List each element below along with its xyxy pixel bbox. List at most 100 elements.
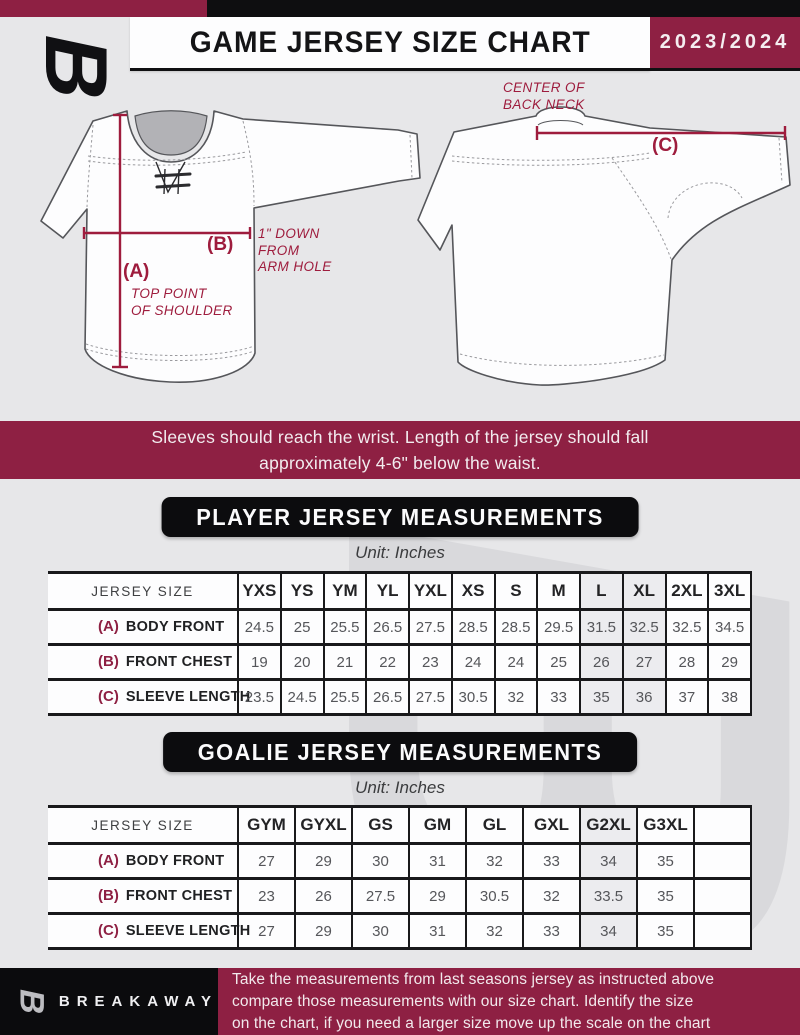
size-column-header: L bbox=[579, 572, 624, 610]
footer-instructions: Take the measurements from last seasons … bbox=[218, 968, 800, 1035]
size-column-header: GL bbox=[465, 806, 524, 844]
top-accent-strip-black bbox=[207, 0, 800, 17]
measurement-value-cell: 24 bbox=[493, 644, 539, 680]
front-jersey-drawing bbox=[40, 110, 421, 383]
size-column-header: G3XL bbox=[636, 806, 695, 844]
size-column-header bbox=[693, 806, 752, 844]
measurement-value-cell: 29.5 bbox=[536, 609, 581, 645]
measurement-key: (C) bbox=[98, 688, 119, 705]
measurement-value-cell: 23 bbox=[408, 644, 453, 680]
measurement-value-cell: 24.5 bbox=[279, 679, 325, 715]
season-badge: 2023/2024 bbox=[650, 17, 800, 71]
size-column-header: GXL bbox=[522, 806, 581, 844]
label-c: (C) bbox=[652, 135, 679, 156]
size-column-header: 2XL bbox=[664, 572, 710, 610]
measurement-value-cell: 34.5 bbox=[707, 609, 752, 645]
measurement-value-cell: 29 bbox=[408, 878, 467, 914]
measurement-value-cell: 22 bbox=[365, 644, 410, 680]
back-jersey-drawing bbox=[417, 106, 791, 386]
measurement-name: SLEEVE LENGTH bbox=[125, 689, 251, 705]
measurement-name: BODY FRONT bbox=[125, 853, 225, 869]
measurement-value-cell: 27.5 bbox=[351, 878, 410, 914]
measurement-value-cell: 38 bbox=[707, 679, 752, 715]
size-column-header: YS bbox=[279, 572, 325, 610]
measurement-value-cell: 32.5 bbox=[664, 609, 710, 645]
measurement-name: BODY FRONT bbox=[125, 619, 225, 635]
measurement-value-cell: 28.5 bbox=[493, 609, 539, 645]
jersey-diagrams bbox=[40, 106, 791, 386]
measurement-value-cell: 33 bbox=[522, 913, 581, 949]
measurement-value-cell: 26 bbox=[579, 644, 624, 680]
measurement-row-label: (A) BODY FRONT bbox=[48, 843, 238, 879]
measurement-value-cell: 29 bbox=[707, 644, 752, 680]
measurement-value-cell: 35 bbox=[579, 679, 624, 715]
season-label: 2023/2024 bbox=[659, 31, 791, 53]
measurement-row-label: (C) SLEEVE LENGTH bbox=[48, 679, 250, 715]
fit-instruction-banner: Sleeves should reach the wrist. Length o… bbox=[0, 421, 800, 479]
footer-line-3: on the chart, if you need a larger size … bbox=[232, 1014, 711, 1032]
measurement-value-cell: 24.5 bbox=[237, 609, 282, 645]
measurement-value-cell: 23 bbox=[237, 878, 296, 914]
jersey-size-corner-header: JERSEY SIZE bbox=[48, 806, 238, 844]
measurement-row-label: (B) FRONT CHEST bbox=[48, 878, 238, 914]
measurement-value-cell: 21 bbox=[322, 644, 368, 680]
size-column-header: YXS bbox=[237, 572, 282, 610]
measurement-value-cell: 35 bbox=[636, 878, 695, 914]
measurement-value-cell: 33.5 bbox=[579, 878, 638, 914]
measurement-value-cell bbox=[693, 878, 752, 914]
measurement-value-cell: 37 bbox=[664, 679, 710, 715]
measurement-row: (C) SLEEVE LENGTH 23.5 24.5 25.5 26.5 27.5 30.5… bbox=[48, 679, 752, 715]
size-column-header: YXL bbox=[408, 572, 453, 610]
jersey-size-corner-header: JERSEY SIZE bbox=[48, 572, 238, 610]
goalie-measurements-table: JERSEY SIZE GYM GYXL GS GM GL GXL G2XL G3XL (A) BO… bbox=[48, 805, 752, 950]
measurement-name: FRONT CHEST bbox=[125, 888, 233, 904]
label-a: (A) bbox=[123, 261, 150, 282]
measurement-value-cell: 27 bbox=[237, 843, 296, 879]
note-top-point-of-shoulder: TOP POINT OF SHOULDER bbox=[131, 286, 233, 318]
measurement-row: (A) BODY FRONT 27 29 30 31 32 33 34 35 bbox=[48, 843, 752, 879]
measurement-value-cell: 33 bbox=[536, 679, 581, 715]
goalie-section-title: GOALIE JERSEY MEASUREMENTS bbox=[197, 738, 603, 765]
size-column-header: 3XL bbox=[707, 572, 752, 610]
size-column-header: GYM bbox=[237, 806, 296, 844]
footer-brand-box: B BREAKAWAY bbox=[0, 968, 218, 1035]
measurement-value-cell: 27.5 bbox=[408, 609, 453, 645]
measurement-value-cell: 23.5 bbox=[237, 679, 282, 715]
player-measurements-table: JERSEY SIZE YXS YS YM YL YXL XS S M L XL 2XL 3XL (A) B… bbox=[48, 571, 752, 716]
measurement-key: (B) bbox=[98, 887, 119, 904]
measurement-value-cell: 26.5 bbox=[365, 609, 410, 645]
note-one-inch-down-from-armhole: 1" DOWN FROM ARM HOLE bbox=[258, 226, 332, 274]
measurement-value-cell: 31 bbox=[408, 843, 467, 879]
goalie-unit-label: Unit: Inches bbox=[355, 778, 445, 797]
measurement-value-cell: 29 bbox=[294, 843, 353, 879]
measurement-value-cell: 34 bbox=[579, 913, 638, 949]
measurement-line-b bbox=[82, 227, 252, 239]
measurement-value-cell bbox=[693, 913, 752, 949]
player-section-header: PLAYER JERSEY MEASUREMENTS bbox=[161, 497, 639, 537]
size-column-header: GM bbox=[408, 806, 467, 844]
measurement-value-cell: 25 bbox=[279, 609, 325, 645]
measurement-key: (A) bbox=[98, 852, 119, 869]
page-title: GAME JERSEY SIZE CHART bbox=[189, 25, 591, 59]
size-column-header: M bbox=[536, 572, 581, 610]
footer-line-1: Take the measurements from last seasons … bbox=[232, 970, 715, 988]
measurement-value-cell: 30 bbox=[351, 843, 410, 879]
measurement-key: (C) bbox=[98, 922, 119, 939]
measurement-value-cell: 32 bbox=[465, 843, 524, 879]
measurement-key: (A) bbox=[98, 618, 119, 635]
measurement-value-cell: 30.5 bbox=[465, 878, 524, 914]
measurement-value-cell: 33 bbox=[522, 843, 581, 879]
measurement-row-label: (C) SLEEVE LENGTH bbox=[48, 913, 250, 949]
measurement-value-cell: 34 bbox=[579, 843, 638, 879]
page-title-box: GAME JERSEY SIZE CHART bbox=[130, 17, 650, 71]
size-column-header: YM bbox=[322, 572, 368, 610]
size-column-header: GYXL bbox=[294, 806, 353, 844]
measurement-value-cell: 29 bbox=[294, 913, 353, 949]
size-column-header: G2XL bbox=[579, 806, 638, 844]
measurement-value-cell: 20 bbox=[279, 644, 325, 680]
note-center-of-back-neck: CENTER OF BACK NECK bbox=[503, 80, 585, 112]
measurement-row: (B) FRONT CHEST 23 26 27.5 29 30.5 32 33.5 35 bbox=[48, 878, 752, 914]
measurement-row: (B) FRONT CHEST 19 20 21 22 23 24 24 25 26 27 28 29 bbox=[48, 644, 752, 680]
size-column-header: GS bbox=[351, 806, 410, 844]
